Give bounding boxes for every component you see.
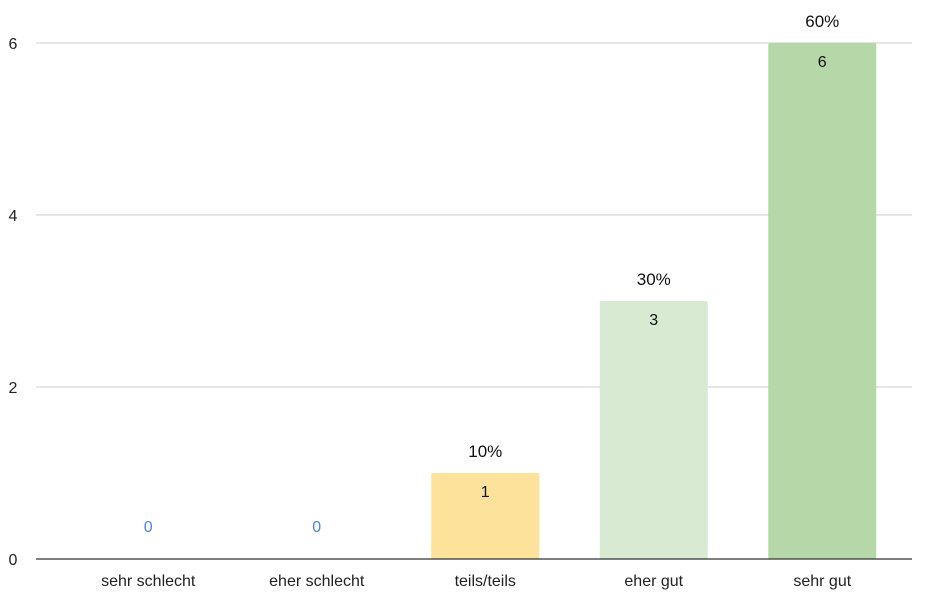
- bar-layer: [431, 43, 877, 559]
- bar-percent-label-3: 30%: [637, 270, 671, 289]
- y-tick-label-0: 0: [9, 552, 18, 569]
- bar-value-label-1: 0: [312, 519, 321, 536]
- bar-3: [599, 301, 708, 559]
- y-tick-label-6: 6: [9, 36, 18, 53]
- bar-percent-label-4: 60%: [805, 12, 839, 31]
- y-tick-label-2: 2: [9, 380, 18, 397]
- bar-2: [431, 473, 540, 559]
- bar-value-label-0: 0: [144, 519, 153, 536]
- bar-value-label-4: 6: [818, 54, 827, 71]
- x-tick-label-1: eher schlecht: [269, 573, 365, 590]
- x-tick-label-4: sehr gut: [793, 573, 851, 590]
- bar-4: [768, 43, 877, 559]
- bar-value-label-3: 3: [649, 312, 658, 329]
- bar-percent-label-2: 10%: [468, 442, 502, 461]
- x-tick-label-0: sehr schlecht: [101, 573, 196, 590]
- x-tick-label-2: teils/teils: [455, 573, 516, 590]
- grid-layer: [36, 42, 912, 388]
- label-layer: 0 2 4 6 0 sehr schlecht 0 eher schlecht 1 10% teil…: [9, 12, 852, 590]
- bar-value-label-2: 1: [481, 484, 490, 501]
- y-tick-label-4: 4: [9, 208, 18, 225]
- x-tick-label-3: eher gut: [624, 573, 683, 590]
